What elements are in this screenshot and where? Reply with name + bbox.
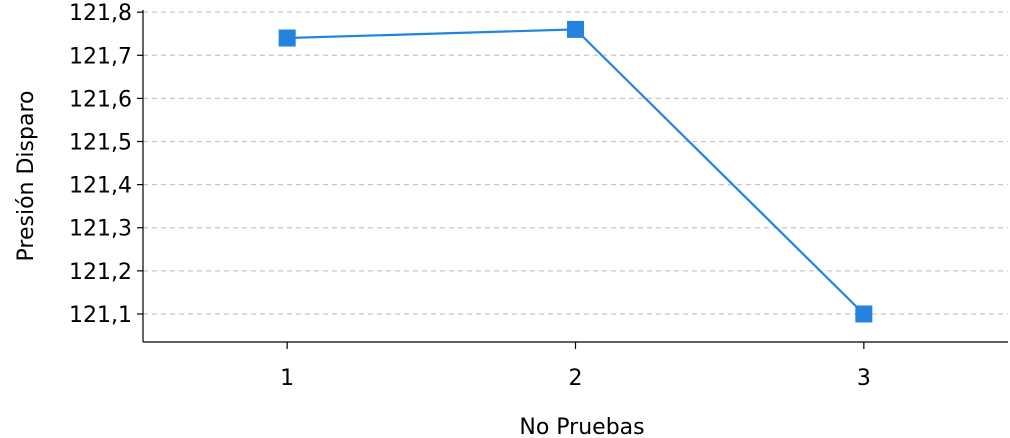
data-point-marker [855,305,873,323]
y-tick-label: 121,3 [69,217,132,242]
grid-layer [143,11,1008,315]
y-tick-label: 121,6 [69,87,132,112]
series-layer [278,20,873,323]
data-point-marker [567,20,584,38]
y-tick-label: 121,2 [69,260,132,285]
x-axis-title: No Pruebas [519,415,644,438]
y-tick-label: 121,7 [69,44,132,69]
axes-layer [142,10,1008,343]
y-tick-label: 121,5 [69,131,132,156]
y-tick-label: 121,8 [69,1,132,26]
data-point-marker [278,29,296,47]
x-tick-label: 2 [569,366,583,391]
y-axis-title: Presión Disparo [14,91,39,262]
x-tick-label: 1 [280,366,294,391]
x-tick-label: 3 [857,366,871,391]
ticks-layer: 121,1 121,2 121,3 121,4 121,5 121,6 121,7 121,8… [69,1,871,391]
y-tick-label: 121,4 [69,174,132,199]
y-tick-label: 121,1 [69,303,132,328]
